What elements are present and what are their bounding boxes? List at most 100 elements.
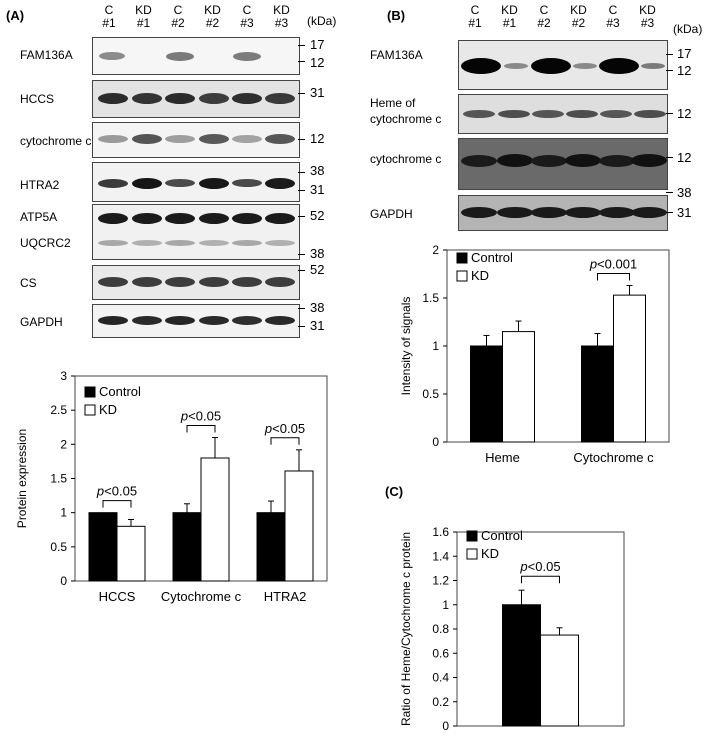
mw-marker: 38 <box>310 246 325 261</box>
y-tick-label: 2 <box>60 437 67 451</box>
panel-label-c: (C) <box>385 484 404 499</box>
bar <box>613 294 646 443</box>
legend-swatch <box>466 530 478 542</box>
blot-label: FAM136A <box>370 48 423 62</box>
blot-htra2-a <box>92 162 300 202</box>
legend-label: Control <box>481 528 523 543</box>
kda-label-b: (kDa) <box>673 22 703 36</box>
y-tick-label: 1.2 <box>432 574 449 588</box>
bar <box>200 457 230 582</box>
significance-label: p<0.05 <box>519 559 560 574</box>
x-category-label: Cytochrome c <box>573 450 654 465</box>
significance-bracket <box>270 437 300 445</box>
lane-header: KD #1 <box>501 3 518 30</box>
blot-cytc-b <box>458 138 668 190</box>
lane-header: KD #1 <box>135 3 152 30</box>
kda-label-a: (kDa) <box>307 14 337 28</box>
significance-label: p<0.05 <box>96 484 137 499</box>
y-tick-label: 1 <box>432 339 439 353</box>
x-category-label: HCCS <box>99 589 136 604</box>
significance-bracket <box>186 425 216 433</box>
panel-label-b: (B) <box>387 8 406 23</box>
blot-label: GAPDH <box>20 315 63 329</box>
y-tick-label: 0.5 <box>422 387 439 401</box>
mw-marker: 17 <box>677 46 692 61</box>
legend-swatch <box>466 548 478 560</box>
bar <box>581 345 614 443</box>
blot-cytc-a <box>92 122 300 158</box>
mw-marker: 38 <box>677 185 692 200</box>
x-category-label: Cytochrome c <box>161 589 242 604</box>
legend-label: Control <box>99 384 141 399</box>
y-tick-label: 0 <box>432 435 439 449</box>
y-tick-label: 3 <box>60 369 67 383</box>
y-tick-label: 1.4 <box>432 549 449 563</box>
bar <box>540 634 579 727</box>
lane-header: C #3 <box>606 3 620 30</box>
y-tick-label: 0.2 <box>432 695 449 709</box>
mw-marker: 12 <box>677 150 692 165</box>
blot-label: HTRA2 <box>20 178 60 192</box>
blot-label-2: cytochrome c <box>370 112 442 126</box>
bar <box>256 512 286 582</box>
blot-label: cytochrome c <box>20 134 92 148</box>
blot-fam136a-b <box>458 40 668 90</box>
mw-marker: 31 <box>310 182 325 197</box>
y-tick-label: 2 <box>432 243 439 257</box>
lane-header: C #2 <box>537 3 551 30</box>
mw-marker: 12 <box>310 131 325 146</box>
mw-marker: 12 <box>310 55 325 70</box>
mw-marker: 38 <box>310 163 325 178</box>
significance-label: p<0.001 <box>589 257 637 272</box>
blot-atp5a-a <box>92 204 300 260</box>
legend-label: KD <box>99 402 117 417</box>
significance-label: p<0.05 <box>264 421 305 436</box>
significance-label: p<0.05 <box>180 409 221 424</box>
legend-label: Control <box>471 250 513 265</box>
blot-label: CS <box>20 276 37 290</box>
y-tick-label: 0 <box>60 574 67 588</box>
chart-panel-c: 0 0.2 0.4 0.6 0.8 1 1.2 1.4 1.6 Ratio of Heme/Cyt… <box>399 525 625 733</box>
lane-header: KD #3 <box>639 3 656 30</box>
blot-gapdh-b <box>458 195 668 231</box>
bar <box>470 345 503 443</box>
y-tick-label: 1 <box>442 598 449 612</box>
chart-panel-b: 0 0.5 1 1.5 2 Intensity of signals Heme Cytochr… <box>399 243 670 465</box>
blot-cs-a <box>92 265 300 300</box>
lane-header: C #1 <box>102 3 116 30</box>
y-tick-label: 0.8 <box>432 622 449 636</box>
lane-header: C #3 <box>240 3 254 30</box>
y-tick-label: 0 <box>442 719 449 733</box>
mw-marker: 31 <box>310 318 325 333</box>
bar <box>284 470 314 582</box>
significance-bracket <box>597 273 630 281</box>
y-tick-label: 2.5 <box>50 403 67 417</box>
lane-header: KD #2 <box>204 3 221 30</box>
legend-swatch <box>456 252 468 264</box>
legend-swatch <box>84 386 96 398</box>
blot-label: ATP5A <box>20 210 58 224</box>
y-axis-label: Protein expression <box>15 429 29 528</box>
blot-label: Heme of <box>370 96 416 110</box>
y-tick-label: 1.5 <box>50 472 67 486</box>
bar <box>502 331 535 443</box>
panel-label-a: (A) <box>6 8 25 23</box>
significance-bracket <box>102 500 132 508</box>
y-tick-label: 0.4 <box>432 671 449 685</box>
x-category-label: HTRA2 <box>264 589 307 604</box>
lane-header: KD #2 <box>570 3 587 30</box>
lane-header: C #2 <box>171 3 185 30</box>
mw-marker: 12 <box>677 106 692 121</box>
y-tick-label: 0.6 <box>432 646 449 660</box>
bar <box>116 525 146 582</box>
blot-label: HCCS <box>20 92 55 106</box>
y-tick-label: 1.6 <box>432 525 449 539</box>
lane-header: C #1 <box>468 3 482 30</box>
blot-label-2: UQCRC2 <box>20 236 71 250</box>
legend-label: KD <box>481 546 499 561</box>
y-tick-label: 1.5 <box>422 291 439 305</box>
blot-label: FAM136A <box>20 48 73 62</box>
blot-hccs-a <box>92 80 300 118</box>
blot-label: GAPDH <box>370 207 413 221</box>
bar <box>88 512 118 582</box>
